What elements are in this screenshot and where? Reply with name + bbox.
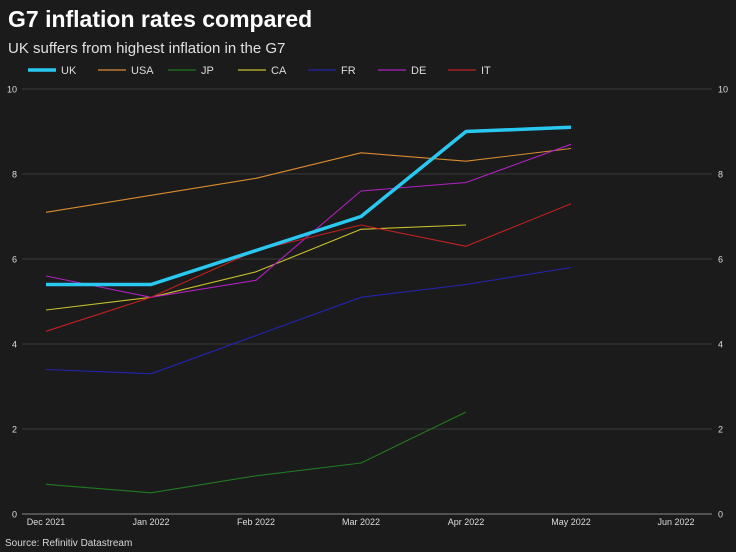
series-line-uk [46,125,572,287]
grid-lines [22,88,712,515]
x-tick-label: May 2022 [551,517,591,527]
y-tick-label-right: 0 [718,510,723,520]
x-tick-label: Feb 2022 [237,517,275,527]
y-tick-label-right: 6 [718,255,723,265]
series-line-fr [45,266,572,375]
y-tick-label-right: 10 [718,85,728,95]
y-tick-label-right: 2 [718,425,723,435]
legend-label-ca: CA [271,65,287,77]
chart-subtitle: UK suffers from highest inflation in the… [8,40,286,57]
series-line-jp [45,411,467,494]
series-lines [45,125,572,494]
legend-label-de: DE [411,65,426,77]
series-line-ca [45,224,467,311]
legend-label-fr: FR [341,65,356,77]
legend-label-jp: JP [201,65,214,77]
y-tick-label-left: 6 [12,255,17,265]
series-line-usa [45,147,572,213]
y-tick-label-right: 4 [718,340,723,350]
x-tick-label: Dec 2021 [27,517,66,527]
source-note: Source: Refinitiv Datastream [5,538,133,549]
y-axis-left: 0 2 4 6 8 10 [7,85,17,520]
legend-label-usa: USA [131,65,154,77]
x-tick-label: Jan 2022 [132,517,169,527]
chart-title: G7 inflation rates compared [8,6,313,32]
y-tick-label-right: 8 [718,170,723,180]
y-tick-label-left: 0 [12,510,17,520]
legend: UK USA JP CA FR DE IT [28,65,491,77]
y-tick-label-left: 2 [12,425,17,435]
y-tick-label-left: 4 [12,340,17,350]
x-tick-label: Apr 2022 [448,517,485,527]
y-tick-label-left: 10 [7,85,17,95]
series-line-it [45,203,572,332]
x-axis: Dec 2021 Jan 2022 Feb 2022 Mar 2022 Apr 2022… [27,517,695,527]
legend-label-it: IT [481,65,491,77]
x-tick-label: Mar 2022 [342,517,380,527]
series-line-de [45,143,572,298]
legend-label-uk: UK [61,65,77,77]
y-tick-label-left: 8 [12,170,17,180]
x-tick-label: Jun 2022 [657,517,694,527]
y-axis-right: 0 2 4 6 8 10 [718,85,728,520]
